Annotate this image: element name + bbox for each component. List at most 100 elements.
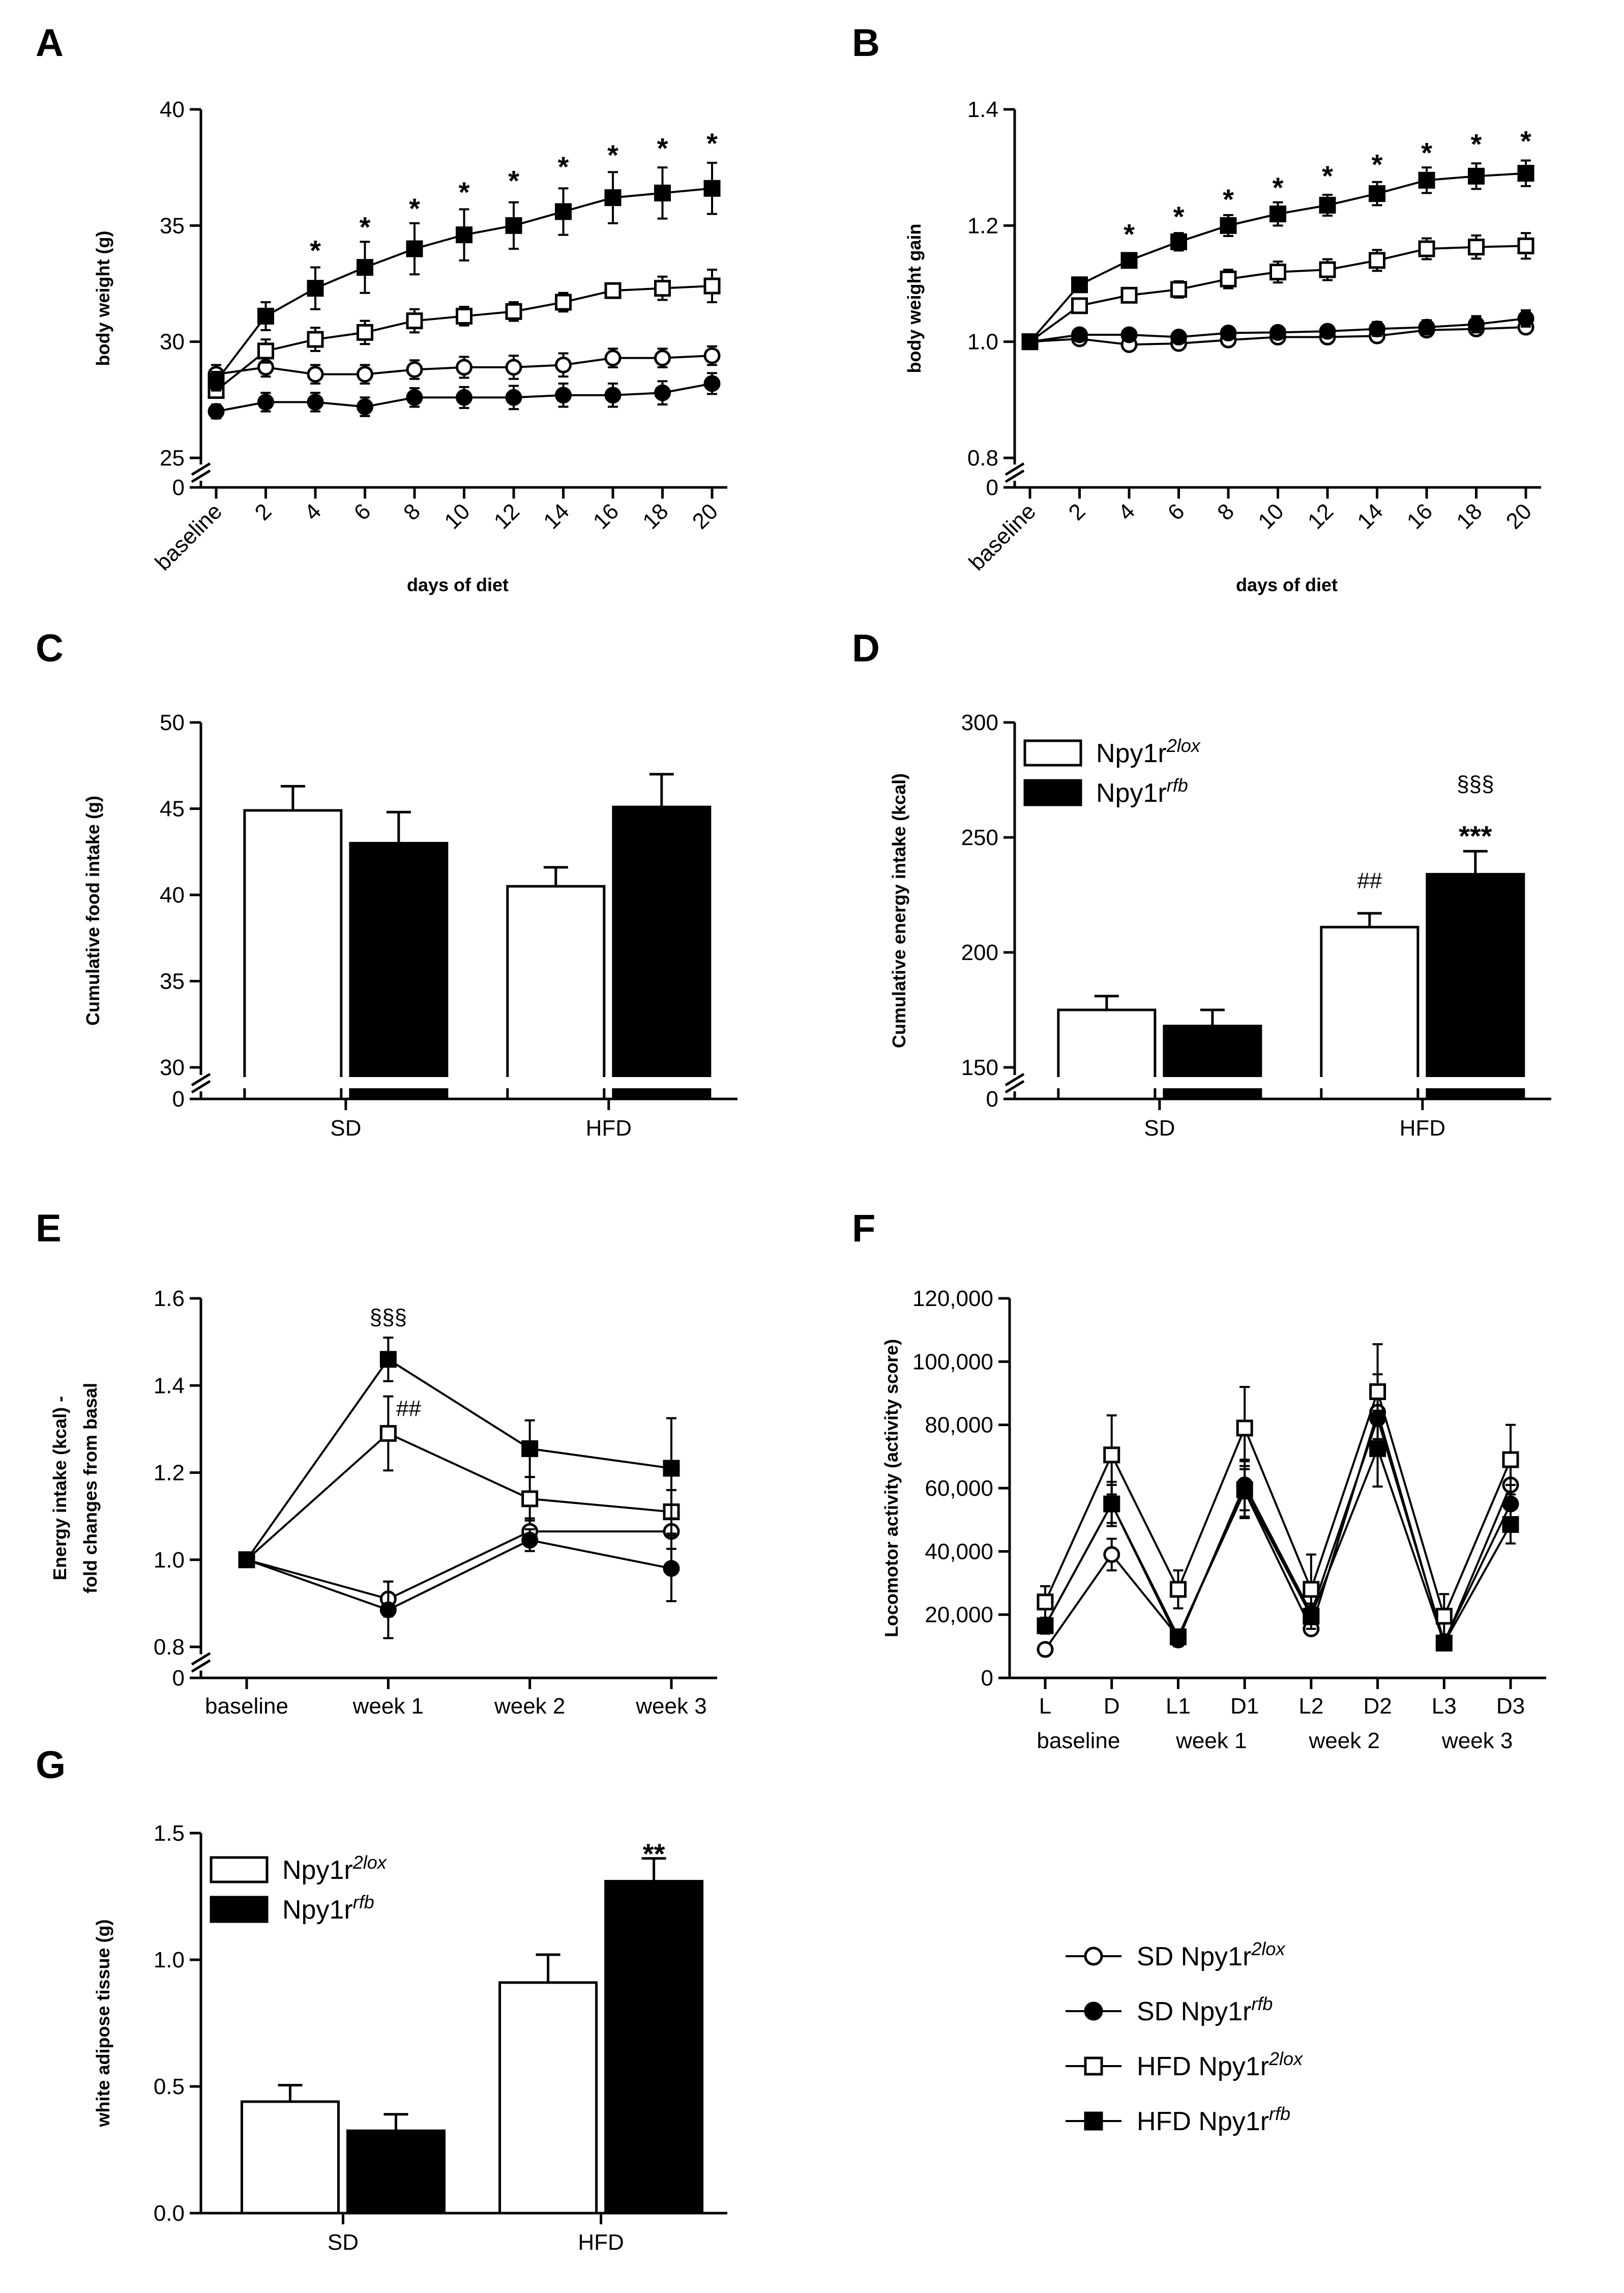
x-tick-label: 10 — [1253, 499, 1288, 534]
bar-group — [611, 773, 712, 1100]
x-tick-label: baseline — [151, 499, 227, 575]
legend-label: SD Npy1rrfb — [1137, 1993, 1273, 2026]
x-tick-label: HFD — [578, 2230, 624, 2255]
x-tick-label: week 2 — [494, 1694, 565, 1719]
data-point — [307, 393, 324, 411]
series-2 — [238, 1528, 680, 1639]
x-tick-label: L2 — [1298, 1694, 1323, 1719]
y-tick-label: 1.0 — [154, 1948, 185, 1972]
x-tick-label: baseline — [964, 499, 1041, 575]
data-point — [1435, 1608, 1453, 1625]
annotation: * — [1471, 128, 1482, 160]
x-tick-label: 18 — [638, 499, 673, 534]
data-point — [1369, 321, 1385, 338]
x-tick-label: 6 — [349, 499, 376, 525]
x-tick-label: D — [1104, 1694, 1120, 1719]
data-point — [1037, 1593, 1054, 1611]
data-point — [456, 389, 473, 406]
legend-lines: SD Npy1r2lox SD Npy1rrfb HFD Npy1r2lox HFD … — [1066, 1938, 1304, 2136]
y-tick-label: 1.4 — [154, 1373, 185, 1398]
bar-group — [498, 1953, 598, 2215]
y-axis-label: body weight gain — [904, 224, 925, 373]
data-point — [1369, 1383, 1386, 1400]
annotation: * — [409, 192, 420, 224]
y-axis-label: Energy intake (kcal) - — [49, 1396, 70, 1580]
data-point — [1303, 1581, 1320, 1598]
data-point — [1369, 252, 1385, 269]
y-axis-label: white adipose tissue (g) — [93, 1919, 113, 2127]
y-tick-label: 0.0 — [154, 2201, 185, 2226]
legend-swatch — [1023, 779, 1082, 806]
bar — [604, 1880, 704, 2215]
data-point — [357, 324, 373, 341]
y-tick-label: 45 — [160, 797, 185, 822]
y-tick-label: 1.2 — [967, 213, 998, 238]
data-point — [456, 226, 473, 244]
data-point — [1236, 1419, 1253, 1437]
data-point — [257, 393, 274, 411]
legend-swatch — [210, 1856, 269, 1883]
data-point — [505, 217, 522, 234]
bar-group — [505, 866, 606, 1100]
data-point — [1418, 171, 1435, 189]
x-tick-label: baseline — [205, 1694, 288, 1719]
bar-group — [1425, 850, 1526, 1100]
y-tick-label: 100,000 — [912, 1349, 993, 1374]
data-point — [1319, 261, 1336, 278]
annotation: * — [1173, 200, 1185, 233]
y-tick-label: 120,000 — [912, 1286, 993, 1311]
y-tick-label: 0.8 — [967, 446, 998, 471]
y-tick-label: 60,000 — [925, 1476, 993, 1501]
data-point — [406, 240, 423, 257]
panel-letter: F — [852, 1207, 875, 1250]
data-point — [1103, 1446, 1120, 1464]
y-tick-label: 30 — [160, 330, 185, 355]
panel-letter: G — [36, 1744, 66, 1787]
data-point — [1468, 167, 1485, 185]
data-point — [1170, 281, 1187, 298]
bar-group — [346, 2113, 446, 2215]
data-point — [1517, 237, 1534, 254]
data-point — [1037, 1617, 1054, 1634]
x-tick-label: SD — [328, 2230, 359, 2255]
legend-item: SD Npy1rrfb — [1066, 1993, 1273, 2026]
data-point — [1468, 315, 1485, 333]
legend-marker — [1084, 2001, 1103, 2021]
x-tick-label: 6 — [1163, 499, 1190, 525]
data-point — [654, 350, 671, 367]
data-point — [1236, 1481, 1253, 1498]
data-point — [1418, 240, 1435, 257]
bar-group — [1319, 912, 1420, 1100]
bar-group — [604, 1857, 704, 2215]
legend-panel-d: Npy1r2lox Npy1rrfb — [1023, 735, 1201, 808]
series-line — [246, 1530, 671, 1600]
data-point — [1220, 217, 1237, 234]
data-point — [555, 387, 572, 404]
data-point — [357, 366, 373, 383]
data-point — [1103, 1546, 1120, 1563]
bar — [240, 2100, 340, 2215]
data-point — [307, 280, 324, 297]
y-tick-label: 1.4 — [967, 97, 998, 122]
bar — [506, 885, 606, 1100]
y-tick-label: 35 — [160, 213, 185, 238]
data-point — [521, 1440, 539, 1457]
legend-swatch — [210, 1896, 269, 1923]
data-point — [604, 189, 622, 207]
x-tick-label: 14 — [1352, 499, 1387, 534]
bar-group — [1056, 995, 1157, 1100]
annotation: * — [1520, 125, 1531, 157]
x-tick-label: D2 — [1363, 1694, 1392, 1719]
legend-marker — [1084, 2056, 1103, 2076]
legend-item: Npy1rrfb — [1023, 775, 1188, 808]
data-point — [555, 294, 572, 311]
bar-break — [1319, 1077, 1420, 1088]
annotation: *** — [1459, 820, 1492, 852]
data-point — [604, 387, 622, 404]
data-point — [379, 1601, 397, 1618]
y-tick-label-zero: 0 — [172, 1666, 185, 1691]
y-tick-label-zero: 0 — [172, 475, 185, 500]
y-tick-label: 1.0 — [154, 1548, 185, 1573]
y-tick-label-zero: 0 — [172, 1087, 185, 1112]
